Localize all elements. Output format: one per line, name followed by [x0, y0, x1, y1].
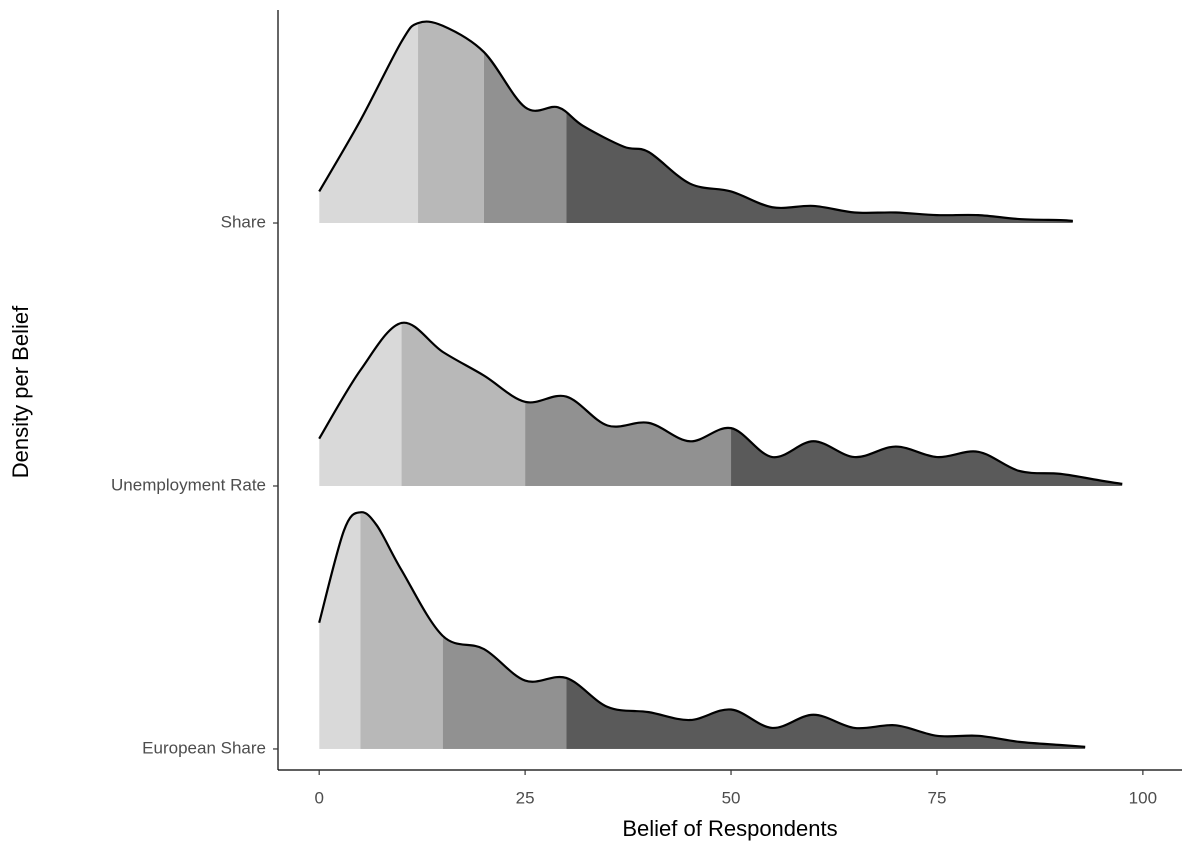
x-tick-label: 50: [722, 788, 741, 807]
density-curve: [318, 20, 1073, 223]
y-tick-label: Share: [221, 212, 266, 231]
quantile-band: [319, 21, 419, 224]
y-tick-label: European Share: [142, 738, 266, 757]
quantile-band: [566, 512, 1086, 749]
x-tick-label: 0: [314, 788, 323, 807]
quantile-band: [483, 21, 567, 224]
x-tick-label: 25: [516, 788, 535, 807]
x-axis-title: Belief of Respondents: [622, 816, 837, 841]
quantile-band: [566, 21, 1073, 224]
y-axis-title: Density per Belief: [8, 305, 33, 478]
quantile-band: [418, 21, 484, 224]
density-curve: [318, 511, 1086, 748]
density-curve: [318, 321, 1123, 485]
x-tick-label: 75: [927, 788, 946, 807]
y-tick-label: Unemployment Rate: [111, 475, 266, 494]
x-tick-label: 100: [1129, 788, 1157, 807]
quantile-band: [525, 322, 732, 486]
quantile-band: [731, 322, 1123, 486]
